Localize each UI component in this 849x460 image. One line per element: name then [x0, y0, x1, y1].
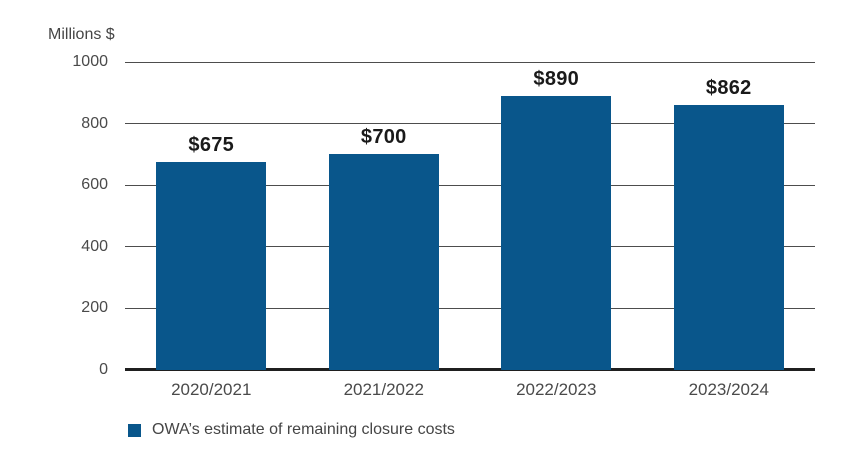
gridline: [125, 307, 815, 309]
bar: [156, 162, 267, 370]
bar-value-label: $700: [360, 126, 407, 149]
legend: OWA’s estimate of remaining closure cost…: [128, 421, 455, 439]
bar: [501, 95, 612, 370]
y-tick-label: 600: [81, 176, 108, 194]
y-tick-label: 200: [81, 299, 108, 317]
bar-value-label: $890: [533, 67, 580, 90]
bar: [673, 104, 784, 370]
x-tick-label: 2020/2021: [171, 380, 252, 399]
bar-value-label: $675: [188, 134, 235, 157]
gridline: [125, 61, 815, 63]
gridline: [125, 246, 815, 248]
legend-label: OWA’s estimate of remaining closure cost…: [152, 421, 455, 438]
x-axis-line: [125, 368, 815, 371]
y-tick-label: 400: [81, 237, 108, 255]
y-tick-label: 0: [99, 361, 108, 378]
y-axis-title: Millions $: [48, 26, 115, 43]
plot-area: 0 200 400 600 800 1000 $675 2020/2021 $700 2021/2…: [72, 54, 815, 399]
y-tick-label: 1000: [72, 53, 108, 70]
y-tick-label: 800: [81, 114, 108, 132]
gridline: [125, 123, 815, 125]
bar-value-label: $862: [705, 76, 752, 99]
x-tick-label: 2022/2023: [516, 380, 597, 399]
gridline: [125, 184, 815, 186]
legend-swatch: [128, 423, 141, 437]
x-tick-label: 2021/2022: [343, 380, 424, 399]
x-tick-label: 2023/2024: [688, 380, 769, 399]
bar: [328, 154, 439, 370]
